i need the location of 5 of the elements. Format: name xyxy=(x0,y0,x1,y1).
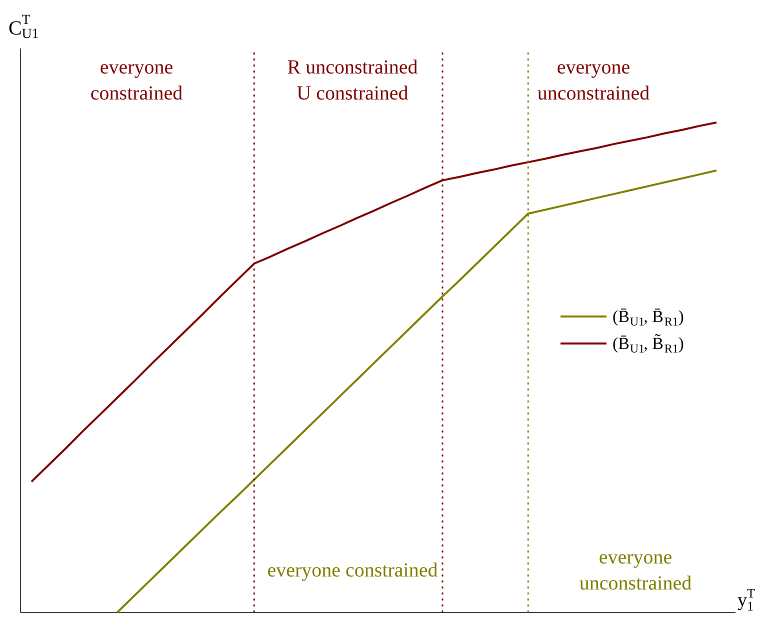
text: everyone constrained xyxy=(90,56,183,105)
text: everyone unconstrained xyxy=(537,56,650,105)
text: R unconstrained U constrained xyxy=(287,56,418,105)
annotation: everyone constrained xyxy=(267,560,438,582)
annotation: everyone unconstrained xyxy=(579,546,692,595)
